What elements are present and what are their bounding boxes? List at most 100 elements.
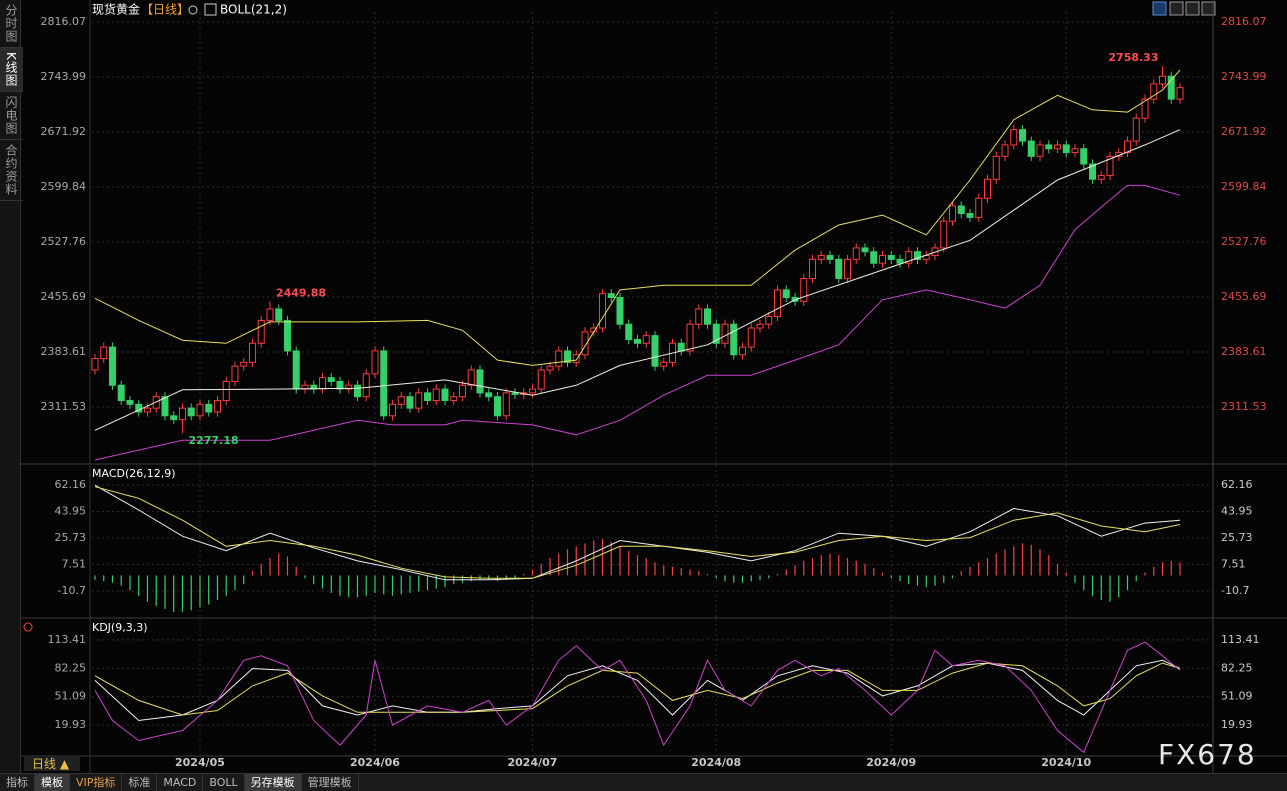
candle-body	[581, 331, 589, 356]
toolbar-tab[interactable]: 管理模板	[302, 774, 359, 791]
toolbar-tab[interactable]: BOLL	[203, 774, 245, 791]
instrument-title: 现货黄金	[92, 2, 140, 17]
candle-body	[143, 407, 151, 413]
y-tick-label: 25.73	[55, 531, 87, 544]
candle-body	[625, 323, 633, 340]
y-tick-label: 2816.07	[1221, 15, 1267, 28]
y-tick-label: 2599.84	[41, 180, 87, 193]
y-tick-label: 7.51	[62, 558, 87, 571]
candle-body	[738, 346, 746, 356]
panel-title: MACD(26,12,9)	[92, 467, 176, 480]
candle-body	[283, 319, 291, 352]
candle-body	[1062, 144, 1070, 154]
candle-body	[327, 377, 335, 382]
candle-body	[975, 197, 983, 218]
candle-body	[598, 293, 606, 329]
y-tick-label: 2311.53	[41, 400, 87, 413]
candle-body	[756, 323, 764, 329]
candle-body	[100, 346, 108, 360]
y-tick-label: 2599.84	[1221, 180, 1267, 193]
indicator-icon[interactable]	[204, 3, 217, 16]
toolbar: 指标 模板 VIP指标 标准 MACD BOLL 另存模板 管理模板	[0, 773, 1287, 791]
candle-body	[940, 220, 948, 249]
candle-body	[914, 251, 922, 260]
candle-body	[187, 407, 195, 417]
candle-body	[406, 396, 414, 409]
side-tab[interactable]: 分时图	[0, 0, 23, 48]
candle-body	[1106, 155, 1114, 176]
candle-body	[275, 308, 283, 321]
y-tick-label: 113.41	[48, 633, 87, 646]
candle-body	[721, 323, 729, 344]
candle-body	[528, 388, 536, 394]
tool-icon[interactable]	[1169, 1, 1184, 16]
candle-body	[1132, 117, 1140, 142]
indicator-line	[94, 486, 1181, 579]
indicator-line	[94, 184, 1181, 461]
candle-body	[432, 388, 440, 402]
y-tick-label: 2527.76	[1221, 235, 1267, 248]
toolbar-tab[interactable]: 另存模板	[244, 774, 302, 791]
y-tick-label: 82.25	[1221, 661, 1253, 674]
y-tick-label: 2816.07	[41, 15, 87, 28]
candle-body	[949, 205, 957, 222]
candle-body	[826, 255, 834, 260]
candle-body	[957, 205, 965, 215]
candle-body	[555, 350, 563, 367]
candle-body	[1124, 140, 1132, 154]
settings-icon[interactable]	[23, 622, 33, 632]
indicator-line	[94, 641, 1181, 754]
indicator-line	[94, 484, 1181, 581]
tool-icon[interactable]	[1185, 1, 1200, 16]
candle-body	[773, 289, 781, 318]
candle-body	[896, 258, 904, 264]
toolbar-tab[interactable]: MACD	[157, 774, 204, 791]
candle-body	[660, 361, 668, 367]
candle-body	[205, 403, 213, 413]
candle-body	[887, 255, 895, 260]
side-tabs: 分时图 K线图 闪电图 合约资料	[0, 0, 23, 790]
toolbar-tab[interactable]: 模板	[35, 774, 70, 791]
candle-body	[817, 255, 825, 260]
y-tick-label: 62.16	[55, 478, 87, 491]
candle-body	[248, 342, 256, 363]
toolbar-tab[interactable]: 指标	[0, 774, 35, 791]
toolbar-tab[interactable]: 标准	[122, 774, 158, 791]
candle-body	[222, 380, 230, 402]
price-annotation: 2277.18	[188, 434, 238, 447]
candle-body	[800, 277, 808, 302]
candle-body	[607, 293, 615, 299]
candle-body	[765, 316, 773, 325]
candle-body	[511, 392, 519, 395]
x-tick-label: 2024/09	[866, 756, 916, 769]
indicator-label: BOLL(21,2)	[220, 3, 287, 17]
indicator-line	[94, 129, 1181, 431]
y-tick-label: 51.09	[55, 690, 87, 703]
candle-body	[345, 384, 353, 390]
candle-body	[730, 323, 738, 356]
candle-body	[642, 335, 650, 344]
candle-body	[861, 247, 869, 253]
price-annotation: 2449.88	[276, 286, 326, 299]
candle-body	[712, 323, 720, 344]
candle-body	[458, 384, 466, 398]
candle-body	[1001, 144, 1009, 157]
candle-body	[423, 392, 431, 402]
tool-icon[interactable]	[1152, 1, 1167, 16]
tool-icon[interactable]	[1201, 1, 1216, 16]
toolbar-tab[interactable]: VIP指标	[70, 774, 123, 791]
candle-body	[493, 396, 501, 417]
candle-body	[852, 247, 860, 260]
candle-body	[388, 403, 396, 417]
candle-body	[231, 365, 239, 382]
y-tick-label: 43.95	[55, 504, 87, 517]
candle-body	[266, 308, 274, 321]
indicator-line	[94, 69, 1181, 366]
side-tab[interactable]: 合约资料	[0, 140, 23, 201]
candle-body	[870, 251, 878, 264]
side-tab[interactable]: K线图	[0, 48, 23, 92]
candle-body	[1010, 129, 1018, 146]
period-button[interactable]: 日线 ▲	[24, 757, 80, 771]
side-tab[interactable]: 闪电图	[0, 92, 23, 140]
add-icon[interactable]	[188, 5, 198, 15]
